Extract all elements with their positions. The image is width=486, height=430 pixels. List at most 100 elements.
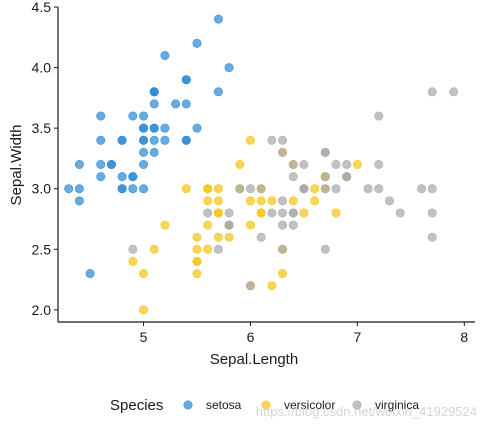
point-virginica [288,172,298,182]
legend-label-virginica: virginica [375,398,419,412]
point-setosa [149,87,159,97]
point-virginica [203,208,213,218]
y-tick-label: 2.0 [32,302,52,318]
point-setosa [106,160,116,170]
point-versicolor [213,232,223,242]
point-virginica [331,184,341,194]
y-tick-label: 3.5 [32,120,52,136]
point-versicolor [213,208,223,218]
point-virginica [299,160,309,170]
point-versicolor [192,244,202,254]
point-virginica [342,172,352,182]
point-versicolor [192,269,202,279]
point-setosa [171,99,181,109]
legend-key-setosa [183,400,193,410]
point-setosa [139,184,149,194]
point-virginica [213,244,223,254]
point-setosa [213,14,223,24]
point-virginica [256,232,266,242]
plot-area [58,7,475,323]
point-versicolor [245,220,255,230]
point-virginica [395,208,405,218]
x-tick-label: 6 [247,329,255,345]
legend-key-versicolor [261,400,271,410]
y-tick-label: 4.5 [32,0,52,15]
point-versicolor [331,208,341,218]
point-virginica [245,184,255,194]
point-setosa [160,123,170,133]
point-virginica [342,160,352,170]
point-virginica [417,184,427,194]
point-versicolor [160,220,170,230]
point-virginica [427,184,437,194]
point-versicolor [267,281,277,291]
point-virginica [267,135,277,145]
legend-entries: setosa versicolor virginica [183,398,419,412]
point-setosa [224,63,234,73]
point-setosa [74,160,84,170]
legend-label-versicolor: versicolor [284,398,335,412]
point-versicolor [213,196,223,206]
point-virginica [363,184,373,194]
watermark: https://blog.csdn.net/weixin_41929524 [256,404,477,419]
x-tick-label: 5 [140,329,148,345]
point-virginica [278,244,288,254]
point-versicolor [192,256,202,266]
point-virginica [384,196,394,206]
point-setosa [74,184,84,194]
point-virginica [449,87,459,97]
point-setosa [64,184,74,194]
point-virginica [299,184,309,194]
point-virginica [320,244,330,254]
point-virginica [256,184,266,194]
point-virginica [427,232,437,242]
point-versicolor [224,232,234,242]
point-versicolor [181,184,191,194]
point-virginica [427,208,437,218]
x-tick-label: 7 [353,329,361,345]
point-versicolor [203,196,213,206]
point-virginica [278,147,288,157]
point-virginica [320,172,330,182]
legend-title: Species [110,397,163,414]
point-versicolor [139,269,149,279]
point-versicolor [299,208,309,218]
point-versicolor [256,196,266,206]
point-setosa [139,135,149,145]
point-versicolor [267,196,277,206]
point-versicolor [310,184,320,194]
x-ticks: 5 6 7 8 [140,322,468,345]
point-versicolor [128,256,138,266]
points-layer [64,14,459,315]
point-setosa [74,196,84,206]
y-tick-label: 4.0 [32,60,52,76]
point-versicolor [310,196,320,206]
point-virginica [224,220,234,230]
point-setosa [139,147,149,157]
point-setosa [192,38,202,48]
point-setosa [85,269,95,279]
point-virginica [245,281,255,291]
point-setosa [117,135,127,145]
legend-key-virginica [352,400,362,410]
point-virginica [374,111,384,121]
point-setosa [96,160,106,170]
point-setosa [181,135,191,145]
point-virginica [278,208,288,218]
y-tick-label: 2.5 [32,241,52,257]
point-versicolor [278,269,288,279]
point-versicolor [288,196,298,206]
point-setosa [139,160,149,170]
point-setosa [128,184,138,194]
point-virginica [331,160,341,170]
point-virginica [320,184,330,194]
point-versicolor [213,184,223,194]
point-setosa [181,75,191,85]
point-setosa [128,172,138,182]
point-setosa [149,123,159,133]
point-setosa [96,135,106,145]
point-setosa [160,50,170,60]
point-setosa [181,99,191,109]
point-setosa [160,135,170,145]
x-tick-label: 8 [460,329,468,345]
